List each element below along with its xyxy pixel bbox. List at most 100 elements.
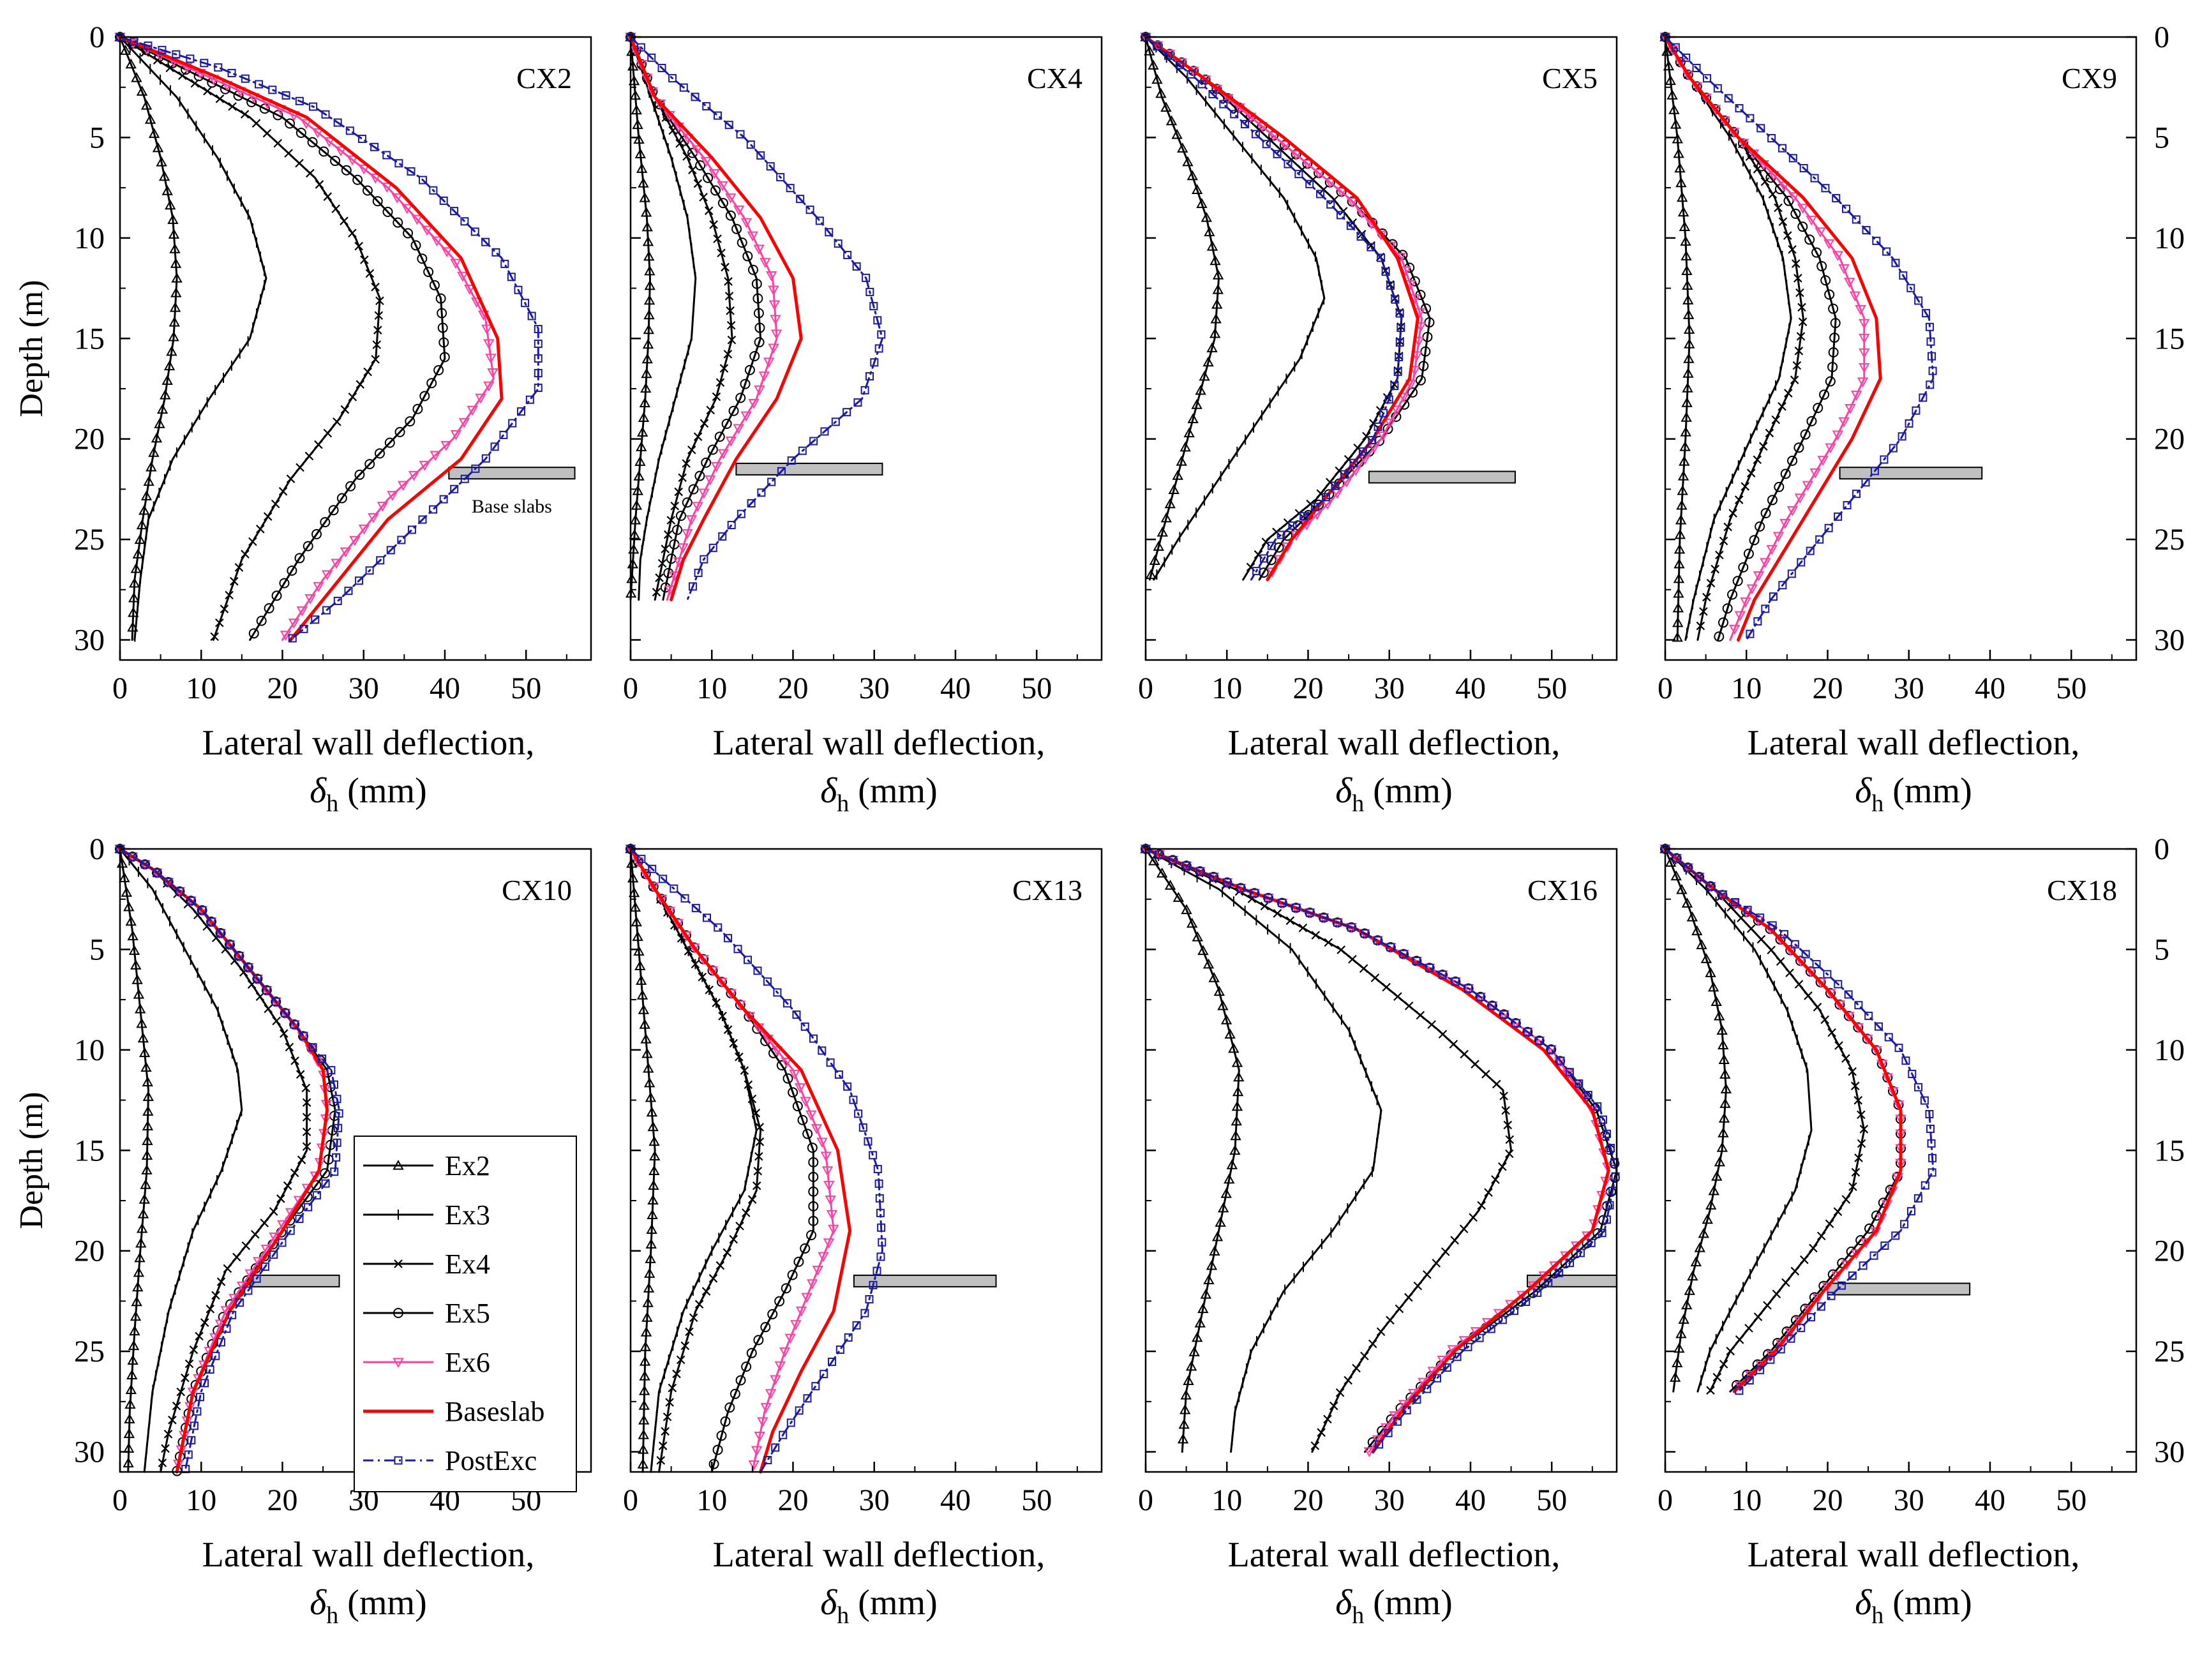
point-ex5: [735, 393, 746, 403]
point-postexc: [1438, 970, 1447, 979]
point-postexc: [1790, 940, 1799, 949]
point-ex2: [638, 1414, 650, 1425]
point-postexc: [1464, 984, 1473, 993]
point-ex4: [1854, 1153, 1863, 1162]
x-axis-label: Lateral wall deflection,: [1748, 723, 2080, 763]
point-ex4: [712, 998, 721, 1007]
point-ex2: [1212, 269, 1224, 280]
point-ex6: [1409, 366, 1421, 376]
series-line-postexc: [1144, 36, 1403, 581]
point-postexc: [1395, 309, 1404, 318]
point-ex4: [269, 1207, 278, 1216]
point-ex4: [223, 1264, 232, 1273]
point-ex6: [768, 300, 781, 311]
panel-title: CX10: [502, 874, 572, 906]
point-postexc: [140, 860, 149, 869]
point-ex4: [263, 512, 273, 521]
point-postexc: [1381, 267, 1390, 276]
point-postexc: [1891, 259, 1900, 267]
point-postexc: [334, 1123, 343, 1132]
point-ex4: [675, 139, 684, 148]
point-ex4: [740, 1066, 749, 1075]
point-ex4: [1800, 1255, 1809, 1264]
point-ex2: [632, 119, 643, 130]
point-ex6: [1779, 518, 1791, 529]
point-ex5: [1813, 403, 1823, 414]
point-ex5: [802, 1129, 813, 1139]
point-ex2: [647, 1121, 659, 1132]
point-ex6: [779, 1347, 791, 1358]
series-ex2: [114, 31, 183, 641]
point-ex6: [1290, 150, 1302, 160]
series-line-ex2: [1664, 36, 1691, 641]
point-ex4: [744, 1080, 753, 1090]
point-ex5: [419, 391, 430, 401]
point-ex4: [688, 165, 697, 174]
point-ex2: [1231, 1115, 1242, 1126]
point-ex5: [744, 364, 755, 375]
point-postexc: [878, 1238, 887, 1247]
point-postexc: [1305, 908, 1314, 917]
point-ex4: [374, 311, 384, 320]
point-ex5: [426, 378, 437, 389]
point-ex6: [770, 1375, 781, 1386]
point-ex2: [1684, 338, 1695, 349]
point-ex5: [754, 337, 765, 348]
point-postexc: [1848, 1271, 1857, 1280]
point-ex2: [636, 163, 648, 173]
point-ex4: [1783, 231, 1792, 240]
point-ex2: [1675, 514, 1687, 525]
point-postexc: [1412, 957, 1421, 966]
point-ex6: [1802, 481, 1813, 491]
point-postexc: [288, 634, 297, 643]
point-postexc: [1182, 861, 1191, 870]
point-ex6: [765, 1389, 777, 1399]
point-ex4: [1746, 924, 1756, 933]
x-tick-label: 50: [1021, 1483, 1052, 1517]
point-ex6: [1335, 187, 1347, 198]
point-ex5: [760, 1322, 771, 1333]
point-postexc: [872, 1266, 881, 1275]
point-postexc: [253, 974, 262, 983]
point-postexc: [429, 505, 438, 514]
point-postexc: [714, 923, 723, 932]
point-ex2: [131, 1296, 142, 1307]
point-ex4: [1393, 992, 1402, 1001]
point-ex5: [675, 511, 686, 521]
point-ex2: [128, 592, 140, 603]
point-ex4: [1423, 1270, 1432, 1279]
point-ex4: [371, 355, 380, 364]
point-ex4: [751, 1109, 761, 1118]
point-ex6: [431, 236, 443, 247]
point-ex6: [820, 1151, 832, 1162]
point-postexc: [1393, 367, 1402, 376]
x-tick-label: 10: [1731, 671, 1762, 705]
point-ex6: [795, 1306, 807, 1317]
series-postexc: [1141, 844, 1620, 1453]
point-ex4: [682, 152, 691, 161]
point-postexc: [1906, 283, 1915, 292]
point-postexc: [1326, 200, 1335, 209]
point-ex5: [714, 431, 725, 442]
point-ex5: [1804, 234, 1815, 245]
point-ex5: [737, 237, 747, 248]
point-ex6: [672, 919, 684, 929]
point-ex2: [142, 1120, 154, 1130]
point-ex6: [700, 156, 712, 167]
point-postexc: [1769, 592, 1778, 601]
point-ex6: [757, 1417, 768, 1428]
delta-symbol: δ: [1335, 1583, 1352, 1623]
point-postexc: [1603, 1129, 1612, 1138]
point-ex6: [705, 475, 716, 486]
point-ex4: [755, 1123, 765, 1132]
point-ex6: [825, 1196, 836, 1206]
point-postexc: [281, 1009, 290, 1017]
point-ex4: [715, 1261, 725, 1270]
point-ex6: [387, 491, 398, 501]
x-tick-label: 50: [2056, 1483, 2086, 1517]
point-ex2: [640, 1326, 652, 1337]
point-ex4: [705, 986, 714, 994]
point-postexc: [877, 330, 886, 339]
point-ex2: [1690, 1256, 1702, 1266]
point-ex2: [131, 71, 142, 82]
